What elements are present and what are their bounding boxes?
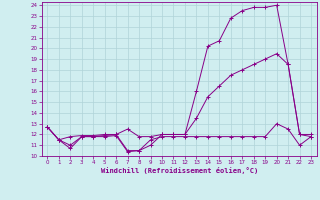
X-axis label: Windchill (Refroidissement éolien,°C): Windchill (Refroidissement éolien,°C) (100, 167, 258, 174)
